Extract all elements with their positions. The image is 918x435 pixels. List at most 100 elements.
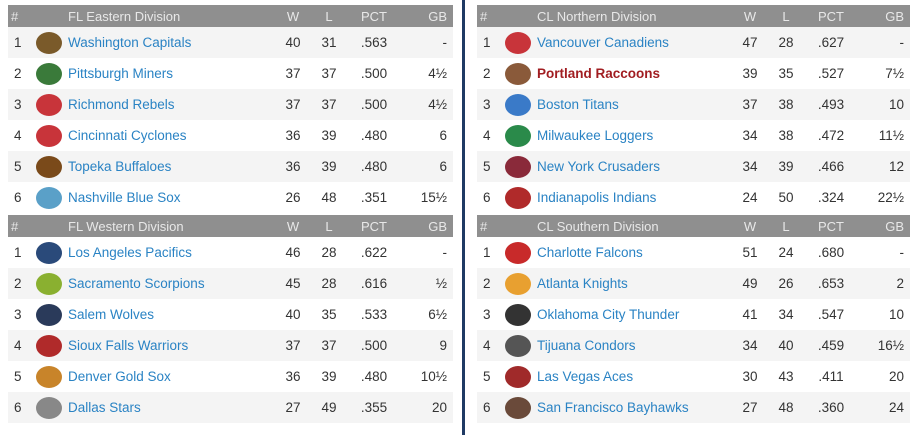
team-pct: .480 (360, 369, 388, 384)
team-logo-cell (499, 365, 537, 388)
team-gb: 15½ (420, 190, 447, 205)
team-rank: 1 (14, 245, 22, 260)
team-gb: 7½ (885, 66, 904, 81)
team-rank: 2 (483, 66, 491, 81)
header-pct: PCT (361, 8, 387, 24)
team-pct: .563 (360, 35, 388, 50)
team-link[interactable]: New York Crusaders (537, 159, 661, 174)
header-gb: GB (428, 218, 447, 234)
team-cell: Boston Titans (537, 97, 732, 112)
team-link[interactable]: Boston Titans (537, 97, 619, 112)
team-pct: .547 (817, 307, 845, 322)
team-link[interactable]: Las Vegas Aces (537, 369, 634, 384)
team-link[interactable]: Indianapolis Indians (537, 190, 657, 205)
header-l: L (782, 8, 790, 24)
team-pct: .480 (360, 128, 388, 143)
team-logo-icon (505, 186, 531, 209)
division-name: CL Southern Division (537, 218, 659, 234)
team-link[interactable]: Cincinnati Cyclones (68, 128, 187, 143)
table-row: 2 Atlanta Knights 49 26 .653 2 (477, 268, 910, 299)
team-gb: 24 (888, 400, 904, 415)
team-rank: 1 (483, 35, 491, 50)
team-link[interactable]: Portland Raccoons (537, 66, 661, 81)
team-w: 37 (742, 97, 758, 112)
team-link[interactable]: Los Angeles Pacifics (68, 245, 192, 260)
team-link[interactable]: Salem Wolves (68, 307, 155, 322)
team-pct: .616 (360, 276, 388, 291)
team-gb: 10½ (420, 369, 447, 384)
team-l: 31 (321, 35, 337, 50)
team-link[interactable]: San Francisco Bayhawks (537, 400, 689, 415)
team-logo-cell (499, 62, 537, 85)
table-row: 4 Milwaukee Loggers 34 38 .472 11½ (477, 120, 910, 151)
team-pct: .622 (360, 245, 388, 260)
team-logo-cell (499, 186, 537, 209)
team-cell: Washington Capitals (68, 35, 275, 50)
team-gb: 22½ (877, 190, 904, 205)
table-row: 4 Cincinnati Cyclones 36 39 .480 6 (8, 120, 453, 151)
table-row: 1 Washington Capitals 40 31 .563 - (8, 27, 453, 58)
team-gb: 12 (888, 159, 904, 174)
team-link[interactable]: Tijuana Condors (537, 338, 636, 353)
team-logo-cell (499, 272, 537, 295)
team-link[interactable]: Vancouver Canadiens (537, 35, 669, 50)
team-link[interactable]: Charlotte Falcons (537, 245, 643, 260)
team-logo-cell (30, 31, 68, 54)
team-link[interactable]: Sacramento Scorpions (68, 276, 205, 291)
team-pct: .527 (817, 66, 845, 81)
team-l: 39 (321, 369, 337, 384)
header-gb: GB (428, 8, 447, 24)
table-row: 5 Denver Gold Sox 36 39 .480 10½ (8, 361, 453, 392)
team-rank: 2 (14, 276, 22, 291)
division-table: # CL Northern Division W L PCT GB 1 Vancouver C… (477, 5, 910, 213)
team-w: 30 (742, 369, 758, 384)
team-logo-icon (505, 303, 531, 326)
team-logo-icon (36, 155, 62, 178)
team-logo-icon (36, 303, 62, 326)
team-link[interactable]: Milwaukee Loggers (537, 128, 654, 143)
team-logo-cell (499, 124, 537, 147)
team-logo-icon (36, 241, 62, 264)
team-link[interactable]: Atlanta Knights (537, 276, 628, 291)
team-logo-icon (505, 334, 531, 357)
team-l: 40 (778, 338, 794, 353)
team-pct: .466 (817, 159, 845, 174)
team-logo-icon (505, 62, 531, 85)
team-rank: 3 (14, 307, 22, 322)
team-cell: Nashville Blue Sox (68, 190, 275, 205)
team-link[interactable]: Washington Capitals (68, 35, 192, 50)
team-rank: 4 (14, 338, 22, 353)
team-cell: Atlanta Knights (537, 276, 732, 291)
team-rank: 5 (14, 369, 22, 384)
header-w: W (743, 8, 757, 24)
team-logo-icon (36, 124, 62, 147)
team-rank: 4 (483, 128, 491, 143)
table-row: 1 Vancouver Canadiens 47 28 .627 - (477, 27, 910, 58)
team-cell: Las Vegas Aces (537, 369, 732, 384)
table-header: # CL Southern Division W L PCT GB (477, 215, 910, 237)
header-gb: GB (885, 8, 904, 24)
team-link[interactable]: Denver Gold Sox (68, 369, 171, 384)
team-link[interactable]: Pittsburgh Miners (68, 66, 174, 81)
team-gb: - (442, 245, 448, 260)
team-link[interactable]: Nashville Blue Sox (68, 190, 181, 205)
team-link[interactable]: Sioux Falls Warriors (68, 338, 189, 353)
team-link[interactable]: Richmond Rebels (68, 97, 175, 112)
team-w: 36 (285, 159, 301, 174)
team-gb: - (899, 245, 905, 260)
team-cell: Oklahoma City Thunder (537, 307, 732, 322)
team-pct: .351 (360, 190, 388, 205)
team-gb: 10 (888, 97, 904, 112)
division-table: # FL Eastern Division W L PCT GB 1 Washington C… (8, 5, 453, 213)
team-link[interactable]: Topeka Buffaloes (68, 159, 172, 174)
team-link[interactable]: Oklahoma City Thunder (537, 307, 680, 322)
team-rank: 5 (483, 369, 491, 384)
team-cell: Dallas Stars (68, 400, 275, 415)
team-cell: Pittsburgh Miners (68, 66, 275, 81)
team-logo-icon (505, 396, 531, 419)
team-link[interactable]: Dallas Stars (68, 400, 141, 415)
team-logo-icon (505, 31, 531, 54)
team-logo-icon (36, 396, 62, 419)
team-gb: 6 (439, 128, 447, 143)
team-pct: .653 (817, 276, 845, 291)
